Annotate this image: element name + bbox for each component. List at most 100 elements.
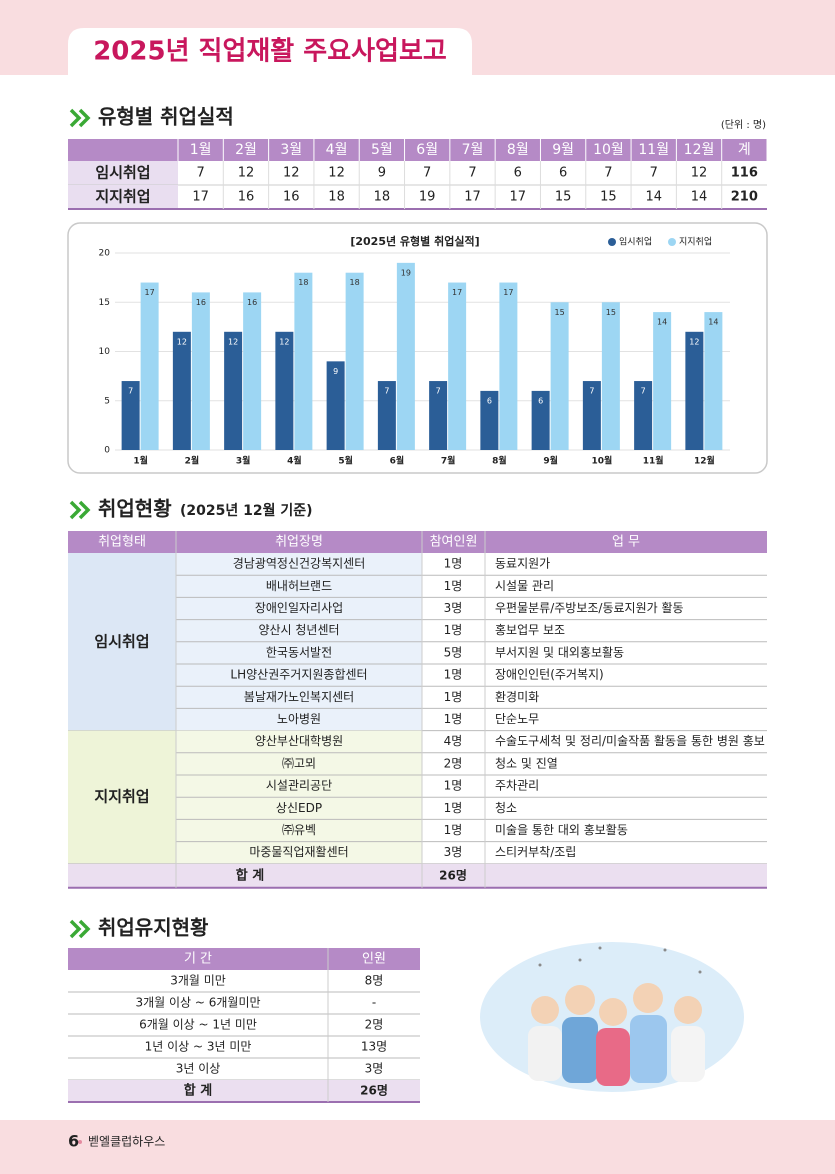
participants: 1명	[444, 779, 463, 793]
row-label: 지지취업	[95, 188, 150, 206]
data-label: 14	[708, 318, 718, 327]
total-count: 26명	[439, 868, 467, 882]
data-label: 17	[145, 288, 155, 297]
participants: 1명	[444, 668, 463, 682]
data-label: 7	[384, 387, 389, 396]
bar	[499, 282, 518, 450]
table-cell: 7	[423, 166, 431, 181]
y-tick-label: 0	[104, 446, 110, 456]
table-cell: 15	[555, 190, 572, 205]
column-header: 6월	[416, 142, 438, 158]
participants: 2명	[444, 756, 463, 770]
bar	[685, 331, 704, 450]
data-label: 12	[689, 337, 699, 346]
participants: 3명	[444, 845, 463, 859]
column-header: 12월	[684, 142, 715, 158]
participants: 4명	[444, 734, 463, 748]
table-cell: 14	[691, 190, 708, 205]
footer-band	[0, 1120, 835, 1174]
period: 3개월 미만	[170, 974, 226, 988]
table-cell: 7	[604, 166, 612, 181]
data-label: 18	[298, 278, 308, 287]
x-tick-label: 5월	[338, 455, 353, 467]
workplace: ㈜고뫼	[282, 756, 316, 770]
x-tick-label: 12월	[694, 455, 715, 467]
data-label: 15	[555, 308, 565, 317]
data-label: 17	[452, 288, 462, 297]
section-title: 취업유지현황	[98, 916, 209, 940]
participants: 1명	[444, 712, 463, 726]
data-label: 12	[177, 337, 187, 346]
participants: 1명	[444, 823, 463, 837]
table-cell: 15	[600, 190, 617, 205]
header-tab	[68, 28, 472, 75]
group-label: 지지취업	[94, 788, 149, 806]
x-tick-label: 2월	[185, 455, 200, 467]
data-label: 14	[657, 318, 667, 327]
table-cell: 12	[283, 166, 300, 181]
x-tick-label: 6월	[390, 455, 405, 467]
x-tick-label: 8월	[492, 455, 507, 467]
workplace: 배내허브랜드	[266, 579, 332, 593]
footer-name: 벧엘클럽하우스	[88, 1135, 165, 1149]
bar	[448, 282, 467, 450]
x-tick-label: 4월	[287, 455, 302, 467]
table-cell: 19	[419, 190, 436, 205]
table-cell: 6	[514, 166, 522, 181]
row-label-cell	[68, 161, 178, 185]
group-cell	[68, 730, 176, 864]
footer-bullet	[78, 1140, 82, 1144]
header-row	[68, 948, 420, 970]
bar	[429, 381, 448, 450]
participants: 5명	[444, 645, 463, 659]
count: 13명	[361, 1040, 387, 1054]
column-header: 5월	[371, 142, 393, 158]
section-subtitle: (2025년 12월 기준)	[180, 502, 313, 519]
total-label: 합 계	[184, 1083, 212, 1099]
bar	[275, 331, 294, 450]
count: 2명	[365, 1018, 384, 1032]
column-header: 4월	[326, 142, 348, 158]
table-cell: 116	[731, 166, 758, 181]
data-label: 12	[279, 337, 289, 346]
duty: 청소	[495, 801, 517, 815]
table-cell: 12	[691, 166, 708, 181]
column-header: 취업장명	[275, 535, 323, 550]
column-header: 3월	[280, 142, 302, 158]
data-label: 15	[606, 308, 616, 317]
period: 6개월 이상 ~ 1년 미만	[139, 1018, 257, 1032]
table-cell: 12	[328, 166, 345, 181]
table-cell: 14	[645, 190, 662, 205]
duty: 장애인인턴(주거복지)	[495, 668, 604, 682]
bar	[121, 381, 140, 450]
column-header: 계	[738, 142, 751, 158]
table-cell: 17	[510, 190, 527, 205]
column-header: 11월	[638, 142, 669, 158]
column-header: 7월	[462, 142, 484, 158]
bar	[191, 292, 210, 450]
workplace: 봄날재가노인복지센터	[244, 690, 354, 704]
data-label: 17	[503, 288, 513, 297]
chart-title: [2025년 유형별 취업실적]	[350, 234, 479, 248]
x-tick-label: 3월	[236, 455, 251, 467]
x-tick-label: 9월	[543, 455, 558, 467]
y-tick-label: 20	[99, 249, 111, 259]
bar	[326, 361, 345, 450]
duty: 수술도구세척 및 정리/미술작품 활동을 통한 병원 홍보	[495, 734, 765, 748]
table-cell: 7	[468, 166, 476, 181]
duty: 단순노무	[495, 712, 539, 726]
row-label: 임시취업	[95, 164, 150, 182]
workplace: 노아병원	[277, 712, 321, 726]
x-tick-label: 10월	[591, 455, 612, 467]
legend-label: 임시취업	[619, 236, 652, 248]
bar	[480, 390, 499, 450]
workplace: 상신EDP	[276, 801, 322, 815]
table-cell: 16	[238, 190, 255, 205]
table-cell: 18	[328, 190, 345, 205]
table-cell: 210	[731, 190, 758, 205]
illustration	[480, 942, 744, 1092]
bar	[224, 331, 243, 450]
x-tick-label: 1월	[133, 455, 148, 467]
